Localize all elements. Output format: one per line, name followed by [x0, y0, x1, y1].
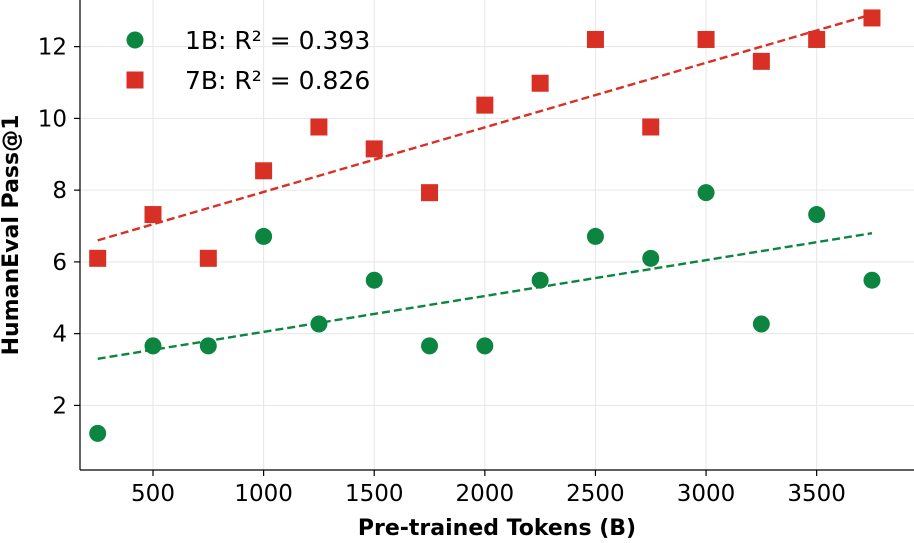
legend-marker-1b [126, 31, 144, 49]
x-tick-label: 1000 [234, 481, 293, 507]
data-point-7b [144, 206, 162, 224]
axes-layer [79, 0, 914, 471]
ticks-layer: 500 1000 1500 2000 2500 3000 3500 2 4 6 8 10 12 [38, 35, 846, 507]
data-point-1b [89, 424, 107, 442]
data-point-7b [199, 249, 217, 267]
x-tick-label: 3500 [787, 481, 846, 507]
data-point-1b [144, 337, 162, 355]
legend-label: 1B: R² = 0.393 [185, 26, 370, 55]
data-point-7b [310, 118, 328, 136]
x-tick-label: 500 [131, 481, 175, 507]
data-point-1b [421, 337, 439, 355]
data-point-7b [531, 74, 549, 92]
data-point-1b [255, 227, 273, 245]
x-tick-label: 2500 [566, 481, 625, 507]
data-point-1b [863, 271, 881, 289]
data-point-7b [89, 249, 107, 267]
data-point-7b [365, 140, 383, 158]
data-point-7b [697, 30, 715, 48]
data-point-1b [476, 337, 494, 355]
x-tick-label: 1500 [345, 481, 404, 507]
x-axis-label: Pre-trained Tokens (B) [358, 516, 636, 541]
data-point-1b [642, 249, 660, 267]
trend-line-1b [97, 232, 873, 360]
data-point-7b [642, 118, 660, 136]
x-tick-label: 2000 [456, 481, 515, 507]
data-point-7b [808, 30, 826, 48]
data-point-7b [586, 30, 604, 48]
data-point-1b [697, 184, 715, 202]
data-point-1b [752, 315, 770, 333]
y-tick-label: 10 [38, 106, 67, 132]
data-point-7b [752, 52, 770, 70]
x-tick-label: 3000 [677, 481, 736, 507]
data-point-1b [586, 227, 604, 245]
data-point-1b [365, 271, 383, 289]
data-point-7b [421, 184, 439, 202]
y-tick-label: 8 [52, 178, 67, 204]
y-axis-label: HumanEval Pass@1 [0, 115, 24, 356]
data-point-1b [199, 337, 217, 355]
y-tick-label: 6 [52, 250, 67, 276]
data-point-1b [808, 206, 826, 224]
trend-line-7b [97, 13, 873, 242]
y-tick-label: 12 [38, 35, 67, 61]
data-point-7b [476, 96, 494, 114]
points-layer [89, 9, 881, 442]
trend-layer [97, 13, 873, 360]
legend: 1B: R² = 0.393 7B: R² = 0.826 [126, 26, 370, 95]
y-tick-label: 2 [52, 393, 67, 419]
data-point-7b [255, 162, 273, 180]
data-point-7b [863, 9, 881, 27]
data-point-1b [531, 271, 549, 289]
y-tick-label: 4 [52, 322, 67, 348]
legend-marker-7b [126, 71, 144, 89]
legend-label: 7B: R² = 0.826 [185, 66, 370, 95]
data-point-1b [310, 315, 328, 333]
